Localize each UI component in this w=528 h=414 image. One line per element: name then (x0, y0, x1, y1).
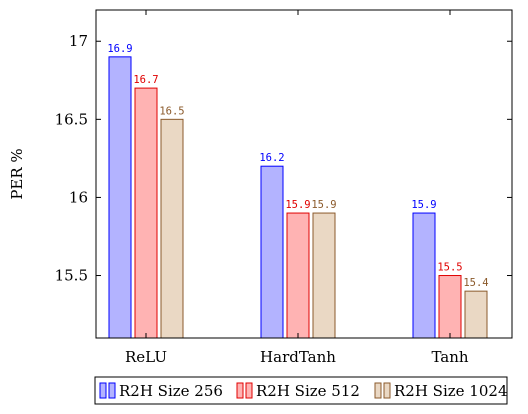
legend-item-series-3: R2H Size 1024 (374, 382, 507, 400)
bar-tanh-series-3 (464, 290, 488, 339)
y-axis-label: PER % (8, 148, 26, 199)
data-labels-layer: 16.9 16.2 15.9 16.7 15.9 15.5 16.5 15.9 15.4 (107, 43, 488, 289)
bar-relu-series-1 (108, 56, 132, 339)
y-tick-label: 15.5 (55, 267, 88, 285)
data-label-relu-series-3: 16.5 (159, 105, 184, 117)
plot-frame (95, 9, 513, 339)
bar-tanh-series-2 (438, 275, 462, 339)
data-label-tanh-series-3: 15.4 (463, 277, 488, 289)
y-tick-label: 17 (69, 32, 88, 50)
data-label-relu-series-1: 16.9 (107, 43, 132, 55)
data-label-hardtanh-series-1: 16.2 (259, 152, 284, 164)
bar-hardtanh-series-3 (312, 212, 336, 339)
legend-item-series-2: R2H Size 512 (236, 382, 360, 400)
data-label-relu-series-2: 16.7 (133, 74, 158, 86)
y-tick-label: 16.5 (55, 110, 88, 128)
legend-label: R2H Size 256 (119, 382, 223, 400)
x-tick-label-hardtanh: HardTanh (260, 348, 336, 366)
bar-hardtanh-series-2 (286, 212, 310, 339)
legend-frame (94, 376, 508, 405)
axes-layer: 15.5 16 16.5 17 ReLU HardTanh Tanh (55, 10, 512, 366)
bar-relu-series-2 (134, 87, 158, 339)
legend-label: R2H Size 1024 (394, 382, 507, 400)
legend-swatch (245, 382, 253, 399)
legend-swatch (99, 382, 107, 399)
bar-hardtanh-series-1 (260, 165, 284, 339)
legend-swatch (108, 382, 116, 399)
legend-label: R2H Size 512 (256, 382, 360, 400)
legend-swatch (374, 382, 382, 399)
bars-layer (108, 56, 488, 339)
data-label-hardtanh-series-2: 15.9 (285, 199, 310, 211)
legend-item-series-1: R2H Size 256 (99, 382, 223, 400)
data-label-hardtanh-series-3: 15.9 (311, 199, 336, 211)
legend-swatch (383, 382, 391, 399)
data-label-tanh-series-1: 15.9 (411, 199, 436, 211)
bar-tanh-series-1 (412, 212, 436, 339)
legend: R2H Size 256 R2H Size 512 R2H Size 1024 (94, 376, 508, 405)
x-tick-label-relu: ReLU (125, 348, 167, 366)
legend-swatch (236, 382, 244, 399)
x-tick-label-tanh: Tanh (431, 348, 468, 366)
bar-relu-series-3 (160, 118, 184, 339)
y-tick-label: 16 (69, 188, 88, 206)
data-label-tanh-series-2: 15.5 (437, 262, 462, 274)
